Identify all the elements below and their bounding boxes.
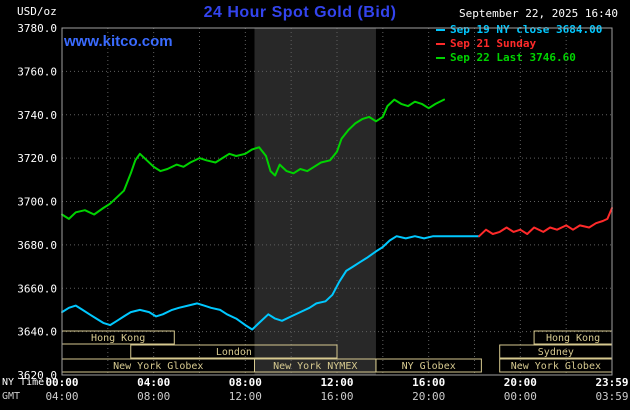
x-tick-ny-label: 20:00 [504,376,537,389]
session-label: New York Globex [511,361,601,372]
legend-label: Sep 22 Last 3746.60 [450,51,576,64]
legend-color-dash [436,29,445,31]
y-tick-label: 3680.0 [17,239,57,252]
x-tick-gmt-label: 08:00 [137,390,170,403]
plot-border [61,27,613,376]
x-tick-ny-label: 23:59 [595,376,628,389]
session-label: New York NYMEX [273,361,357,372]
x-tick-gmt-label: 00:00 [504,390,537,403]
x-tick-gmt-label: 03:59 [595,390,628,403]
series-line-sep21 [478,207,613,238]
ny-time-axis-label: NY Time [2,377,45,388]
legend-item-1: Sep 21 Sunday [436,37,602,51]
x-tick-ny-label: 00:00 [45,376,78,389]
kitco-watermark: www.kitco.com [64,33,173,50]
series-line-sep22 [61,98,445,220]
x-tick-gmt-label: 16:00 [320,390,353,403]
legend: Sep 19 NY close 3684.00 Sep 21 Sunday Sep … [436,23,602,65]
x-tick-gmt-label: 04:00 [45,390,78,403]
session-label: Hong Kong [91,333,145,344]
y-tick-label: 3700.0 [17,196,57,209]
legend-color-dash [436,43,445,45]
nymex-session-shading [254,28,376,375]
legend-label: Sep 21 Sunday [450,37,537,50]
session-label: NY Globex [402,361,456,372]
x-tick-gmt-label: 12:00 [229,390,262,403]
x-tick-ny-label: 16:00 [412,376,445,389]
y-tick-label: 3620.0 [17,369,57,382]
legend-item-2: Sep 22 Last 3746.60 [436,51,602,65]
legend-item-0: Sep 19 NY close 3684.00 [436,23,602,37]
x-tick-ny-label: 04:00 [137,376,170,389]
legend-label: Sep 19 NY close 3684.00 [450,23,603,36]
session-label: Hong Kong [546,333,600,344]
session-box [130,344,338,359]
y-axis-unit: USD/oz [17,5,57,18]
legend-color-dash [436,57,445,59]
series-line-sep19 [61,235,481,331]
session-label: Sydney [538,347,574,358]
chart-datetime: September 22, 2025 16:40 [459,7,618,20]
y-tick-label: 3660.0 [17,282,57,295]
session-label: New York Globex [113,361,203,372]
y-tick-label: 3780.0 [17,22,57,35]
y-tick-label: 3760.0 [17,65,57,78]
gmt-axis-label: GMT [2,391,21,402]
page-title: 24 Hour Spot Gold (Bid) [203,4,397,21]
y-tick-label: 3740.0 [17,109,57,122]
session-label: London [216,347,252,358]
y-tick-label: 3720.0 [17,152,57,165]
x-tick-ny-label: 12:00 [320,376,353,389]
y-tick-label: 3640.0 [17,326,57,339]
x-tick-ny-label: 08:00 [229,376,262,389]
x-tick-gmt-label: 20:00 [412,390,445,403]
session-box [375,358,482,373]
